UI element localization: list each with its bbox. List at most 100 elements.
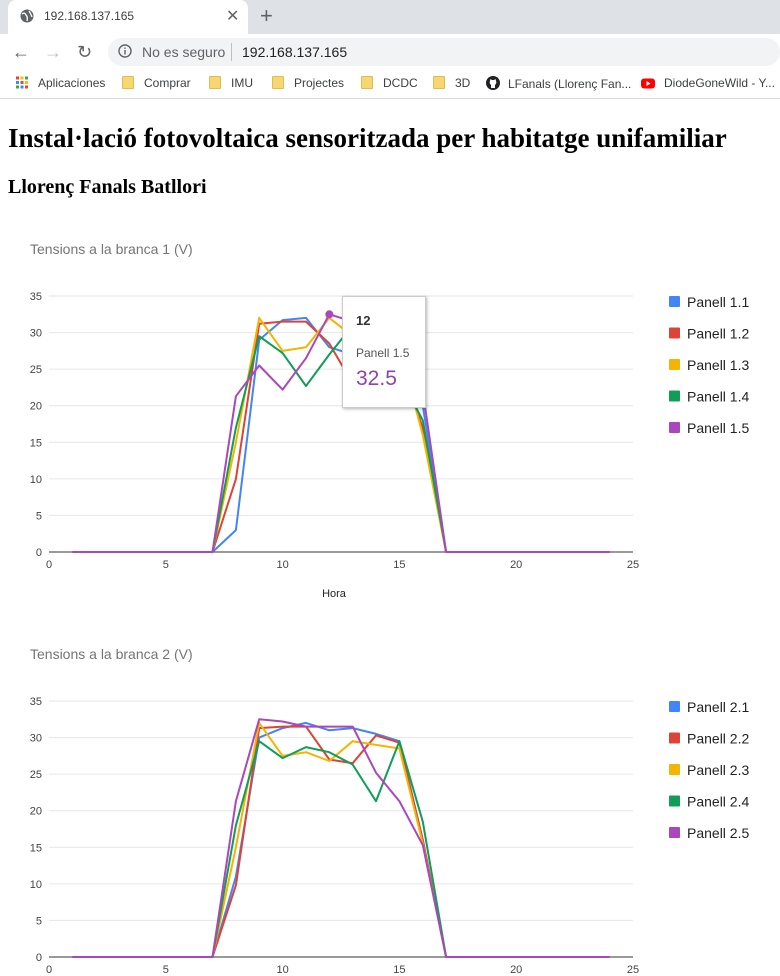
legend-swatch [669, 827, 680, 838]
github-icon [486, 76, 500, 90]
x-tick-label: 0 [46, 559, 52, 571]
reload-icon[interactable]: ↻ [77, 42, 93, 62]
legend-swatch [669, 296, 680, 307]
forward-icon[interactable]: → [44, 42, 62, 62]
y-tick-label: 30 [30, 328, 42, 340]
series-line[interactable] [72, 320, 610, 553]
folder-icon [272, 76, 284, 89]
legend-swatch [669, 422, 680, 433]
legend-swatch [669, 701, 680, 712]
y-tick-label: 0 [36, 952, 42, 964]
x-tick-label: 25 [627, 559, 639, 571]
bookmark-folder[interactable]: Comprar [122, 76, 191, 90]
x-tick-label: 15 [393, 559, 405, 571]
x-tick-label: 5 [163, 559, 169, 571]
folder-icon [361, 76, 373, 89]
legend-swatch [669, 359, 680, 370]
close-tab-icon[interactable]: ✕ [226, 8, 240, 25]
url-text[interactable]: 192.168.137.165 [242, 44, 348, 60]
legend-entry[interactable]: Panell 1.5 [687, 420, 749, 436]
tooltip-series: Panell 1.5 [356, 346, 410, 360]
tooltip-value: 32.5 [356, 367, 397, 390]
series-line[interactable] [72, 725, 610, 958]
x-axis-label: Hora [322, 588, 347, 600]
legend-swatch [669, 795, 680, 807]
chart-title: Tensions a la branca 2 (V) [30, 646, 193, 662]
y-tick-label: 10 [30, 474, 42, 486]
legend-swatch [669, 764, 680, 775]
y-tick-label: 20 [30, 806, 42, 818]
address-bar[interactable]: No es seguro 192.168.137.165 [108, 38, 780, 66]
x-tick-label: 10 [276, 964, 288, 976]
bookmark-label: LFanals (Llorenç Fan... [508, 77, 632, 91]
omnibox-separator [231, 43, 232, 61]
page-subtitle: Llorenç Fanals Batllori [8, 176, 207, 198]
legend-entry[interactable]: Panell 2.3 [687, 762, 749, 778]
y-tick-label: 10 [30, 879, 42, 891]
bookmark-label: DCDC [383, 76, 418, 90]
bookmark-folder[interactable]: 3D [433, 76, 470, 90]
legend-entry[interactable]: Panell 2.1 [687, 699, 749, 715]
x-tick-label: 5 [163, 964, 169, 976]
y-tick-label: 15 [30, 437, 42, 449]
bookmark-label: IMU [231, 76, 253, 90]
legend-entry[interactable]: Panell 2.5 [687, 825, 749, 841]
series-line[interactable] [72, 740, 610, 958]
browser-tab[interactable]: 192.168.137.165 ✕ [8, 0, 248, 34]
new-tab-icon[interactable]: + [260, 3, 273, 28]
bookmark-label: Projectes [294, 76, 345, 90]
y-tick-label: 20 [30, 401, 42, 413]
bookmark-label: Aplicaciones [38, 76, 106, 90]
series-line[interactable] [72, 313, 610, 553]
bookmark-apps[interactable]: Aplicaciones [16, 76, 105, 90]
bookmark-label: DiodeGoneWild - Y... [664, 76, 775, 90]
legend-entry[interactable]: Panell 1.4 [687, 389, 749, 405]
security-label: No es seguro [142, 44, 226, 60]
page-title: Instal·lació fotovoltaica sensoritzada p… [8, 123, 727, 153]
series-line[interactable] [72, 718, 610, 958]
chart-tooltip: 12 Panell 1.5 32.5 [342, 296, 426, 408]
y-tick-label: 30 [30, 733, 42, 745]
tooltip-x: 12 [356, 313, 371, 328]
legend-entry[interactable]: Panell 1.1 [687, 294, 749, 310]
info-icon[interactable] [118, 44, 132, 58]
bookmark-github[interactable]: LFanals (Llorenç Fan... [486, 76, 631, 91]
bookmark-folder[interactable]: Projectes [272, 76, 344, 90]
x-tick-label: 25 [627, 964, 639, 976]
y-tick-label: 25 [30, 769, 42, 781]
legend-swatch [669, 732, 680, 744]
legend-entry[interactable]: Panell 1.2 [687, 326, 749, 342]
series-line[interactable] [72, 324, 610, 553]
legend-swatch [669, 390, 680, 402]
y-tick-label: 25 [30, 364, 42, 376]
voltage-chart-branch-2: Tensions a la branca 2 (V) 0 5 10 15 20 25 30 35… [30, 646, 750, 976]
folder-icon [209, 76, 221, 89]
bookmark-label: Comprar [144, 76, 191, 90]
bookmark-label: 3D [455, 76, 471, 90]
youtube-icon [641, 78, 655, 89]
bookmark-folder[interactable]: IMU [209, 76, 253, 90]
x-tick-label: 20 [510, 964, 522, 976]
legend-entry[interactable]: Panell 2.4 [687, 794, 749, 810]
legend-entry[interactable]: Panell 1.3 [687, 357, 749, 373]
chart-title: Tensions a la branca 1 (V) [30, 241, 193, 257]
series-line[interactable] [72, 316, 610, 553]
legend-entry[interactable]: Panell 2.2 [687, 731, 749, 747]
browser-toolbar: ← → ↻ No es seguro 192.168.137.165 [0, 34, 780, 70]
x-tick-label: 10 [276, 559, 288, 571]
legend-swatch [669, 327, 680, 339]
y-tick-label: 5 [36, 915, 42, 927]
y-tick-label: 5 [36, 510, 42, 522]
folder-icon [433, 76, 445, 89]
voltage-chart-branch-1: Tensions a la branca 1 (V) 0 5 10 15 20 25 30 35… [30, 241, 750, 600]
y-tick-label: 35 [30, 696, 42, 708]
back-icon[interactable]: ← [12, 42, 30, 62]
y-tick-label: 15 [30, 842, 42, 854]
highlight-point [325, 310, 334, 319]
bookmark-youtube[interactable]: DiodeGoneWild - Y... [641, 76, 775, 90]
series-line[interactable] [72, 316, 610, 553]
globe-icon [20, 9, 34, 23]
x-tick-label: 15 [393, 964, 405, 976]
bookmark-folder[interactable]: DCDC [361, 76, 418, 90]
tab-strip: 192.168.137.165 ✕ + [0, 0, 780, 34]
